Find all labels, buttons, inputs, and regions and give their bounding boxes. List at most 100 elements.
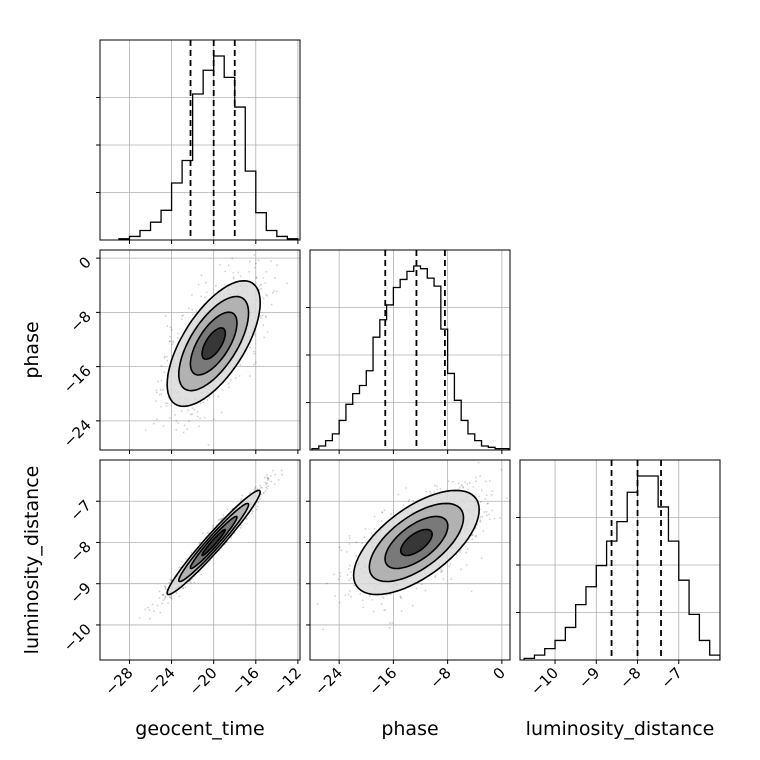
scatter-point (198, 541, 201, 544)
scatter-point (211, 527, 214, 529)
scatter-point (460, 484, 463, 487)
scatter-point (461, 483, 463, 486)
scatter-point (200, 295, 202, 298)
scatter-point (191, 313, 194, 316)
scatter-point (199, 417, 201, 420)
scatter-point (489, 480, 491, 482)
scatter-point (221, 518, 223, 520)
scatter-point (138, 616, 141, 619)
scatter-point (371, 598, 374, 601)
scatter-point (260, 486, 263, 489)
scatter-point (163, 371, 166, 374)
scatter-point (253, 363, 255, 366)
scatter-point (155, 400, 158, 403)
scatter-point (270, 303, 273, 306)
scatter-point (220, 517, 223, 520)
scatter-point (168, 581, 171, 584)
scatter-point (458, 486, 461, 489)
contour-line (177, 502, 250, 583)
scatter-point (347, 568, 350, 570)
scatter-point (350, 595, 352, 598)
scatter-point (170, 579, 173, 582)
y-tick-label-phase: −8 (66, 307, 94, 335)
scatter-point (186, 428, 189, 431)
contour-line (166, 279, 262, 408)
scatter-point (276, 264, 278, 267)
scatter-point (144, 429, 147, 431)
scatter-point (262, 277, 264, 279)
scatter-point (485, 494, 488, 497)
contour-line (166, 489, 262, 596)
scatter-point (359, 592, 362, 595)
scatter-point (258, 288, 261, 291)
scatter-point (185, 557, 187, 560)
scatter-point (399, 596, 402, 599)
scatter-point (412, 500, 415, 502)
panel-geocent-time-vs-luminosity-distance: −28 −24 −20 −16 −12 −10 −9 −8 −7 (60, 459, 305, 699)
scatter-point (150, 481, 152, 483)
histogram-phase (311, 265, 510, 450)
scatter-point (523, 505, 525, 507)
scatter-point (162, 593, 165, 596)
scatter-point (462, 485, 465, 488)
scatter-point (424, 589, 427, 592)
scatter-point (155, 391, 158, 394)
scatter-point (479, 475, 482, 477)
scatter-point (264, 315, 267, 318)
scatter-point (260, 486, 262, 489)
scatter-point (193, 581, 196, 584)
hist-panel-geocent-time (96, 39, 301, 244)
scatter-point (348, 579, 350, 582)
scatter-point (363, 536, 366, 539)
scatter-point (249, 346, 252, 349)
scatter-point (253, 488, 256, 491)
scatter-point (355, 541, 358, 544)
scatter-point (411, 604, 414, 607)
scatter-point (189, 581, 192, 584)
scatter-point (462, 486, 464, 489)
contour-line (201, 327, 227, 361)
scatter-point (265, 486, 268, 489)
scatter-point (199, 402, 202, 404)
scatter-point (506, 497, 508, 499)
scatter-point (399, 595, 402, 598)
scatter-point (164, 588, 167, 591)
scatter-point (219, 518, 221, 521)
scatter-point (162, 599, 165, 602)
scatter-point (159, 611, 162, 614)
scatter-point (471, 538, 474, 541)
scatter-point (338, 601, 341, 604)
scatter-point (206, 399, 209, 401)
scatter-point (177, 422, 179, 424)
scatter-point (347, 593, 350, 596)
scatter-point (370, 532, 373, 534)
scatter-point (163, 585, 166, 588)
scatter-point (167, 602, 170, 604)
x-tick-label-luminosity-distance: −10 (527, 664, 562, 699)
scatter-point (152, 422, 155, 425)
scatter-point (256, 505, 259, 508)
scatter-point (169, 579, 172, 582)
scatter-point (474, 535, 477, 538)
scatter-point (187, 307, 190, 310)
panel-frame (519, 459, 721, 661)
scatter-point (212, 418, 215, 421)
scatter-point (245, 517, 248, 520)
x-tick-label-luminosity-distance: −9 (575, 664, 603, 692)
scatter-point (169, 335, 171, 338)
scatter-point (349, 571, 352, 574)
scatter-point (267, 485, 270, 488)
scatter-point (164, 596, 167, 598)
scatter-point (491, 509, 494, 512)
x-tick-label-geocent-time: −16 (228, 664, 263, 699)
scatter-point (484, 498, 487, 501)
scatter-point (176, 332, 179, 335)
scatter-point (390, 513, 392, 515)
scatter-point (270, 260, 272, 263)
scatter-point (281, 473, 283, 476)
panel-frame (309, 249, 511, 451)
scatter-point (254, 262, 257, 265)
scatter-point (263, 476, 266, 479)
scatter-point (322, 628, 325, 631)
scatter-point (350, 577, 352, 580)
